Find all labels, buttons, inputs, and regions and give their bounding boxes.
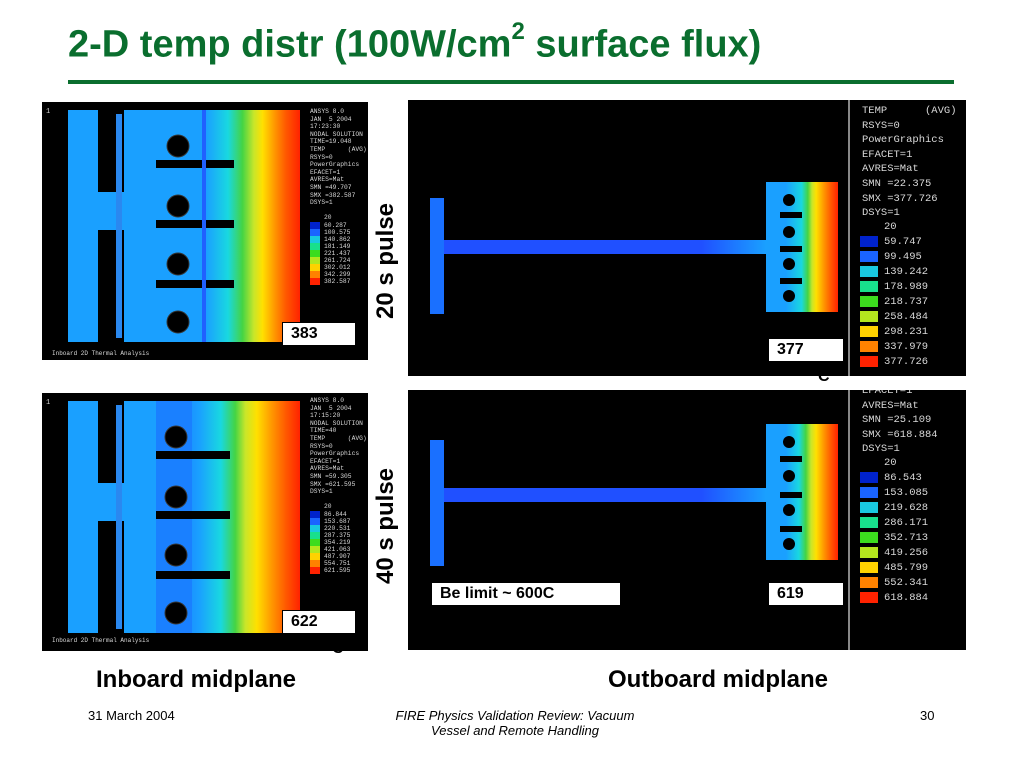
legend: 20 60.287 100.575 140.862 181.149 221.43… bbox=[310, 214, 350, 285]
slide-title: 2-D temp distr (100W/cm2 surface flux) bbox=[68, 18, 762, 66]
plot-footer: Inboard 2D Thermal Analysis bbox=[52, 637, 150, 644]
caption-inboard: Inboard midplane bbox=[96, 666, 297, 693]
inboard-20s-contour bbox=[68, 110, 300, 342]
footer-date: 31 March 2004 bbox=[88, 708, 175, 723]
outboard-20s-contour bbox=[430, 182, 838, 314]
footer-center-line1: FIRE Physics Validation Review: Vacuum bbox=[395, 708, 635, 723]
ansys-info: TEMP (AVG) RSYS=0 PowerGraphics EFACET=1… bbox=[862, 105, 957, 220]
ansys-info: ANSYS 8.0 JAN 5 2004 17:23:30 NODAL SOLU… bbox=[310, 108, 367, 207]
label-20s-pulse: 20 s pulse bbox=[372, 202, 399, 320]
max-temp-outboard-20s: 377 bbox=[768, 338, 844, 362]
outboard-40s-contour bbox=[430, 424, 838, 566]
title-rule bbox=[68, 80, 954, 84]
outboard-40s-plot: EFACET=1 AVRES=Mat SMN =25.109 SMX =618.… bbox=[408, 390, 966, 650]
inboard-40s-plot: 1 ANSYS 8.0 JAN 5 2004 17:15:20 NODAL bbox=[42, 393, 368, 651]
ansys-info: ANSYS 8.0 JAN 5 2004 17:15:20 NODAL SOLU… bbox=[310, 397, 367, 496]
outboard-20s-plot: TEMP (AVG) RSYS=0 PowerGraphics EFACET=1… bbox=[408, 100, 966, 376]
max-temp-inboard-40s: 622 bbox=[282, 610, 356, 634]
caption-outboard: Outboard midplane bbox=[608, 666, 829, 693]
plot-corner-number: 1 bbox=[46, 108, 51, 116]
label-40s-pulse: 40 s pulse bbox=[372, 467, 399, 585]
be-limit-note: Be limit ~ 600C bbox=[431, 582, 621, 606]
max-temp-inboard-20s: 383 bbox=[282, 322, 356, 346]
legend: 20 59.747 99.495 139.242 178.989 218.737… bbox=[860, 220, 928, 369]
unit-c-mark-inboard: C bbox=[332, 640, 344, 657]
legend: 20 86.543 153.085 219.628 286.171 352.71… bbox=[860, 456, 928, 605]
inboard-40s-contour bbox=[68, 401, 300, 633]
unit-c-mark-outboard: C bbox=[818, 368, 830, 385]
footer-center-line2: Vessel and Remote Handling bbox=[431, 723, 599, 738]
ansys-info: EFACET=1 AVRES=Mat SMN =25.109 SMX =618.… bbox=[862, 390, 938, 456]
plot-corner-number: 1 bbox=[46, 399, 51, 407]
footer-center: FIRE Physics Validation Review: Vacuum V… bbox=[370, 708, 660, 738]
inboard-20s-plot: 1 ANSYS 8.0 JAN 5 2004 bbox=[42, 102, 368, 360]
max-temp-outboard-40s: 619 bbox=[768, 582, 844, 606]
plot-footer: Inboard 2D Thermal Analysis bbox=[52, 350, 150, 357]
footer-page-number: 30 bbox=[920, 708, 935, 723]
legend: 20 86.844 153.687 220.531 287.375 354.21… bbox=[310, 503, 350, 574]
